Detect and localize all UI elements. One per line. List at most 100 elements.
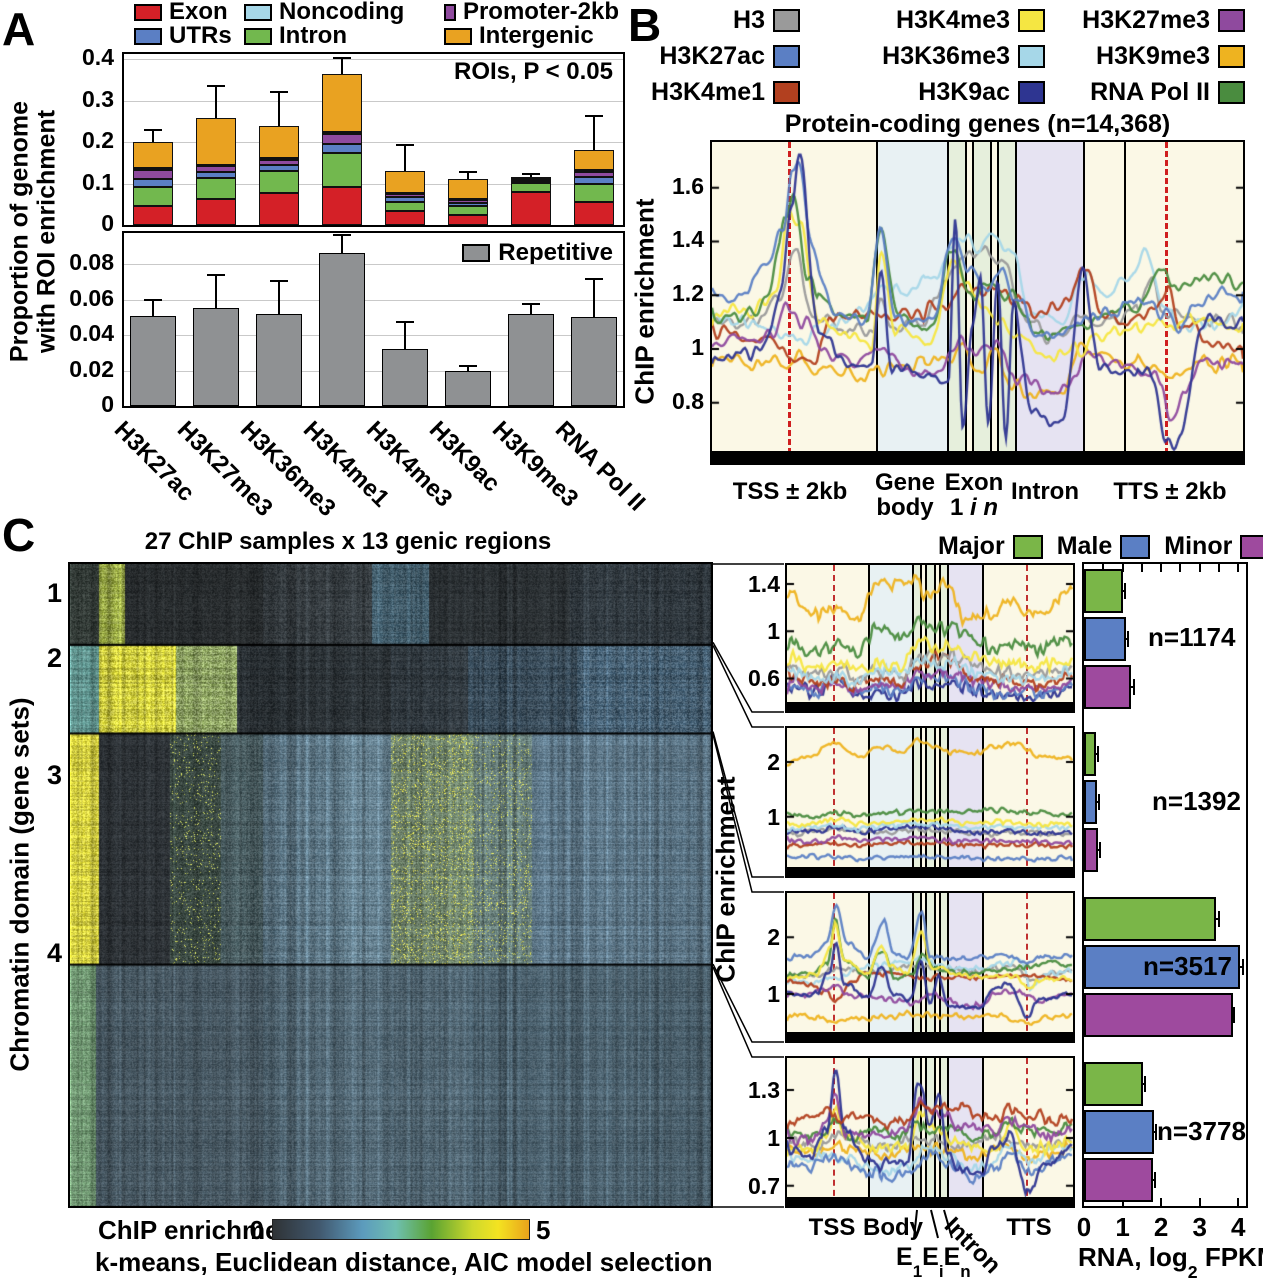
legend-label: Intron xyxy=(279,22,347,49)
error-cap xyxy=(395,144,414,147)
y-tick-label: 0.7 xyxy=(748,1172,780,1199)
cluster1-profile-plot xyxy=(785,563,1075,713)
legend-item: Male xyxy=(1057,532,1151,561)
bar-segment xyxy=(510,182,551,192)
gridline xyxy=(124,142,623,144)
error-bar xyxy=(1240,966,1243,968)
bar-segment xyxy=(196,172,237,178)
error-cap xyxy=(458,364,477,367)
y-tick-label: 1.6 xyxy=(672,172,704,199)
cluster-label-3: 3 xyxy=(46,760,62,790)
profile-canvas xyxy=(787,1058,1073,1197)
legend-swatch xyxy=(1018,80,1045,104)
n-label-3: n=3517 xyxy=(1143,951,1232,981)
bar-segment xyxy=(322,132,363,135)
repetitive-legend-label: Repetitive xyxy=(498,239,613,266)
gridline xyxy=(124,370,623,372)
rna-bar xyxy=(1084,897,1216,941)
legend-label: H3K9ac xyxy=(918,77,1010,106)
axis-tick xyxy=(1218,564,1220,572)
bar-segment xyxy=(573,149,614,171)
legend-label: Major xyxy=(938,532,1005,560)
c-xlabel-exons: E1EiEn xyxy=(896,1243,971,1280)
legend-label: Intergenic xyxy=(479,22,594,49)
bar-segment xyxy=(259,159,300,165)
legend-label: H3K4me3 xyxy=(896,5,1010,34)
error-cap xyxy=(458,170,477,173)
y-tick-label: 0.04 xyxy=(69,320,114,347)
colorbar xyxy=(272,1219,530,1240)
exon-leader-line xyxy=(930,1209,939,1239)
bar-segment xyxy=(447,206,488,215)
y-tick-label: 0.2 xyxy=(82,127,114,154)
legend-swatch xyxy=(244,27,272,45)
rna-bar xyxy=(1084,732,1096,776)
error-cap xyxy=(584,278,603,281)
legend-swatch xyxy=(1012,534,1043,559)
bar-segment xyxy=(133,206,174,225)
panel-a-legend: Exon UTRs Noncoding Intron Promoter-2kb Inter… xyxy=(134,0,619,49)
bar-segment xyxy=(322,152,363,187)
error-cap xyxy=(395,320,414,323)
error-bar xyxy=(529,304,532,314)
bar-segment xyxy=(322,74,363,133)
rna-bars-legend: Major Male Minor xyxy=(938,532,1263,561)
c-xlabel-tts: TTS xyxy=(1006,1214,1052,1241)
y-tick-label: 0.3 xyxy=(82,85,114,112)
bar-segment xyxy=(259,192,300,225)
y-tick-label: 1.4 xyxy=(672,226,704,253)
legend-label: H3K9me3 xyxy=(1096,41,1210,70)
y-tick-label: 0 xyxy=(101,391,114,417)
axis-tick xyxy=(1198,1198,1201,1206)
legend-swatch xyxy=(1240,534,1263,559)
error-cap xyxy=(270,91,289,94)
gene-model-bar xyxy=(787,867,1073,876)
bar-segment xyxy=(384,197,425,203)
panel-a-ylabel: Proportion of genome with ROI enrichment xyxy=(6,46,61,418)
rna-bar xyxy=(1084,945,1241,989)
error-bar xyxy=(466,366,469,371)
y-tick-label: 0.08 xyxy=(69,249,114,276)
x-tick-label: 1 xyxy=(1115,1212,1130,1242)
bar-segment xyxy=(573,177,614,184)
error-cap xyxy=(1155,1124,1158,1140)
bar-segment xyxy=(196,199,237,225)
b-xlabel-genebody: Gene body xyxy=(870,470,940,520)
b-xlabel-tss: TSS ± 2kb xyxy=(732,478,848,505)
legend-label: Minor xyxy=(1164,532,1233,560)
rna-bar xyxy=(1084,780,1098,824)
axis-tick xyxy=(1102,564,1105,572)
axis-tick xyxy=(1121,1198,1124,1206)
error-cap xyxy=(333,233,352,236)
error-bar xyxy=(341,235,344,254)
rna-bar xyxy=(1084,665,1132,709)
axis-tick xyxy=(1140,564,1143,572)
bar-segment xyxy=(510,180,551,183)
y-tick-label: 0.6 xyxy=(748,665,780,692)
gene-model-bar xyxy=(712,451,1243,463)
legend-swatch xyxy=(773,8,800,32)
roi-stacked-chart: ROIs, P < 0.05 xyxy=(122,52,625,227)
axis-tick xyxy=(1160,564,1163,572)
rna-bar xyxy=(1084,993,1233,1037)
panel-c-letter: C xyxy=(2,509,36,561)
gridline xyxy=(124,335,623,337)
legend-label: Male xyxy=(1056,532,1113,560)
error-cap xyxy=(521,172,540,175)
heatmap-title: 27 ChIP samples x 13 genic regions xyxy=(144,528,552,555)
error-cap xyxy=(1218,911,1220,927)
y-tick-label: 0.4 xyxy=(82,44,114,71)
y-tick-label: 0.8 xyxy=(672,387,704,414)
error-bar xyxy=(403,146,406,172)
error-bar xyxy=(403,322,406,350)
bar-segment xyxy=(196,177,237,200)
legend-label: H3K36me3 xyxy=(882,41,1010,70)
error-cap xyxy=(1096,746,1099,762)
bar-segment xyxy=(133,169,174,180)
legend-swatch xyxy=(1218,80,1245,104)
error-cap xyxy=(270,279,289,282)
bar-segment xyxy=(510,179,551,182)
cluster4-profile-plot xyxy=(785,1056,1075,1208)
error-bar xyxy=(1215,918,1219,920)
legend-item: RNA Pol II xyxy=(1045,74,1245,110)
